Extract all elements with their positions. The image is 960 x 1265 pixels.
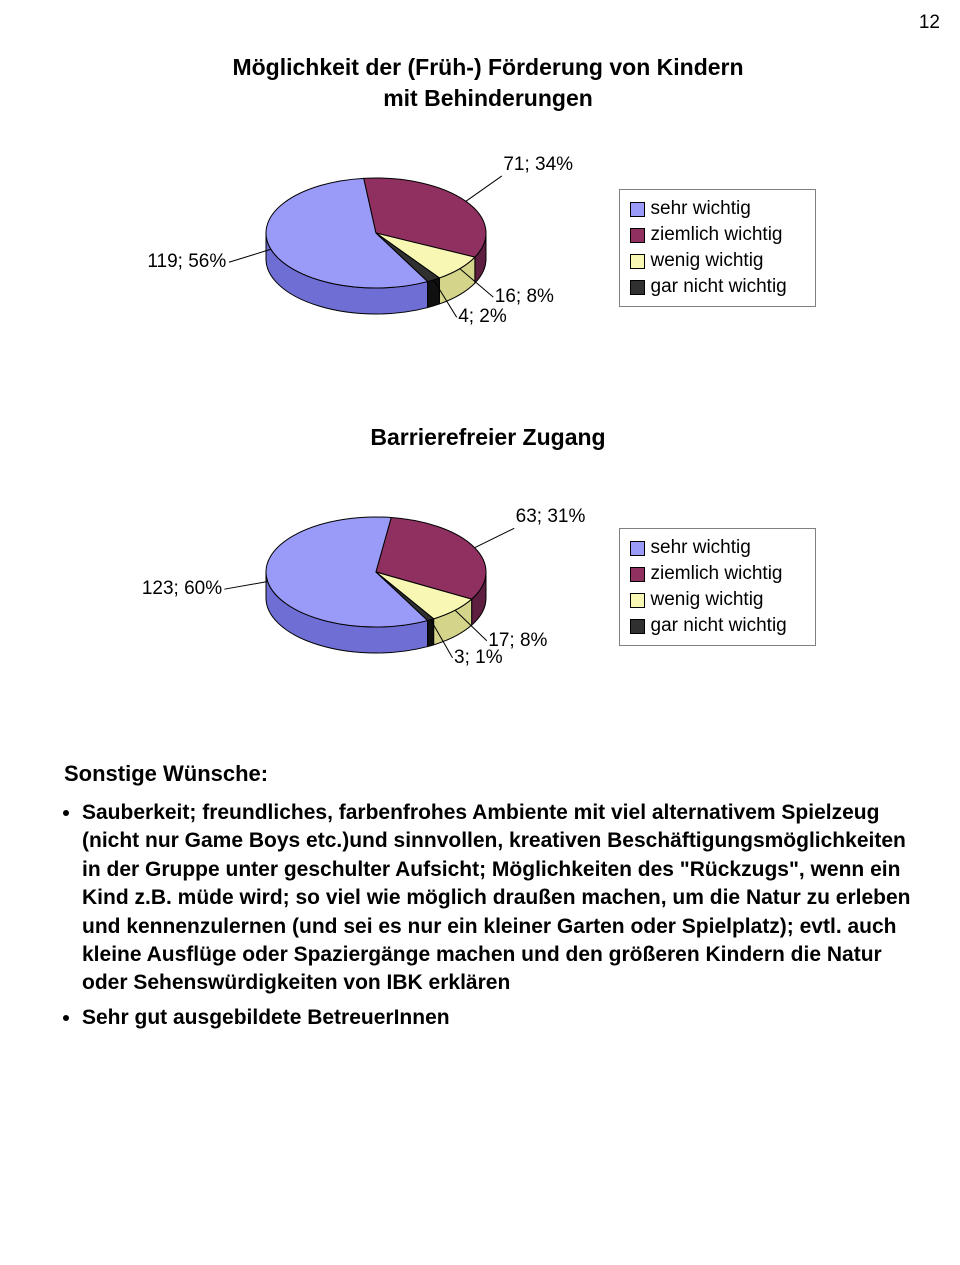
pie-label-ziemlich: 63; 31% <box>516 506 586 528</box>
legend-swatch-wenig <box>630 593 645 608</box>
legend-label-wenig: wenig wichtig <box>651 250 764 272</box>
pie-label-wenig: 16; 8% <box>495 286 554 308</box>
legend-item-gar: gar nicht wichtig <box>630 613 805 639</box>
pie-label-sehr: 123; 60% <box>142 578 222 600</box>
chart1-title: Möglichkeit der (Früh-) Förderung von Ki… <box>64 52 912 114</box>
legend-label-wenig: wenig wichtig <box>651 589 764 611</box>
pie-label-sehr: 119; 56% <box>147 251 226 273</box>
legend-1: sehr wichtig ziemlich wichtig wenig wichti… <box>619 189 816 307</box>
legend-item-ziemlich: ziemlich wichtig <box>630 561 805 587</box>
page: 12 Möglichkeit der (Früh-) Förderung von… <box>0 0 960 1265</box>
pie-label-gar: 4; 2% <box>458 306 507 328</box>
chart2-row: 123; 60%63; 31%17; 8%3; 1% sehr wichtig z… <box>64 477 912 697</box>
chart-block-2: Barrierefreier Zugang 123; 60%63; 31%17;… <box>64 422 912 697</box>
legend-label-ziemlich: ziemlich wichtig <box>651 224 783 246</box>
legend-item-wenig: wenig wichtig <box>630 587 805 613</box>
pie-label-ziemlich: 71; 34% <box>503 154 573 176</box>
chart2-title: Barrierefreier Zugang <box>64 422 912 453</box>
pie-chart-1: 119; 56%71; 34%16; 8%4; 2% <box>161 138 591 358</box>
legend-swatch-gar <box>630 280 645 295</box>
chart1-title-line1: Möglichkeit der (Früh-) Förderung von Ki… <box>232 54 743 80</box>
pie-label-gar: 3; 1% <box>454 647 503 669</box>
legend-label-sehr: sehr wichtig <box>651 537 751 559</box>
text-heading: Sonstige Wünsche: <box>64 761 912 787</box>
chart1-row: 119; 56% 71; 34% 16; 8%4; 2% sehr wichtig z… <box>64 138 912 358</box>
page-number: 12 <box>919 12 940 34</box>
legend-item-sehr: sehr wichtig <box>630 535 805 561</box>
bullet-list: Sauberkeit; freundliches, farbenfrohes A… <box>82 799 912 1032</box>
chart-block-1: Möglichkeit der (Früh-) Förderung von Ki… <box>64 52 912 358</box>
legend-swatch-sehr <box>630 541 645 556</box>
legend-label-ziemlich: ziemlich wichtig <box>651 563 783 585</box>
pie-chart-2: 123; 60%63; 31%17; 8%3; 1% <box>161 477 591 697</box>
legend-item-ziemlich: ziemlich wichtig <box>630 222 805 248</box>
legend-item-sehr: sehr wichtig <box>630 196 805 222</box>
text-section: Sonstige Wünsche: Sauberkeit; freundlich… <box>64 761 912 1032</box>
legend-swatch-gar <box>630 619 645 634</box>
legend-swatch-wenig <box>630 254 645 269</box>
bullet-item: Sehr gut ausgebildete BetreuerInnen <box>82 1004 912 1032</box>
legend-label-gar: gar nicht wichtig <box>651 276 787 298</box>
legend-item-wenig: wenig wichtig <box>630 248 805 274</box>
legend-label-gar: gar nicht wichtig <box>651 615 787 637</box>
legend-2: sehr wichtig ziemlich wichtig wenig wichti… <box>619 528 816 646</box>
legend-label-sehr: sehr wichtig <box>651 198 751 220</box>
legend-swatch-sehr <box>630 202 645 217</box>
legend-swatch-ziemlich <box>630 228 645 243</box>
legend-swatch-ziemlich <box>630 567 645 582</box>
chart1-title-line2: mit Behinderungen <box>383 85 593 111</box>
bullet-item: Sauberkeit; freundliches, farbenfrohes A… <box>82 799 912 997</box>
legend-item-gar: gar nicht wichtig <box>630 274 805 300</box>
